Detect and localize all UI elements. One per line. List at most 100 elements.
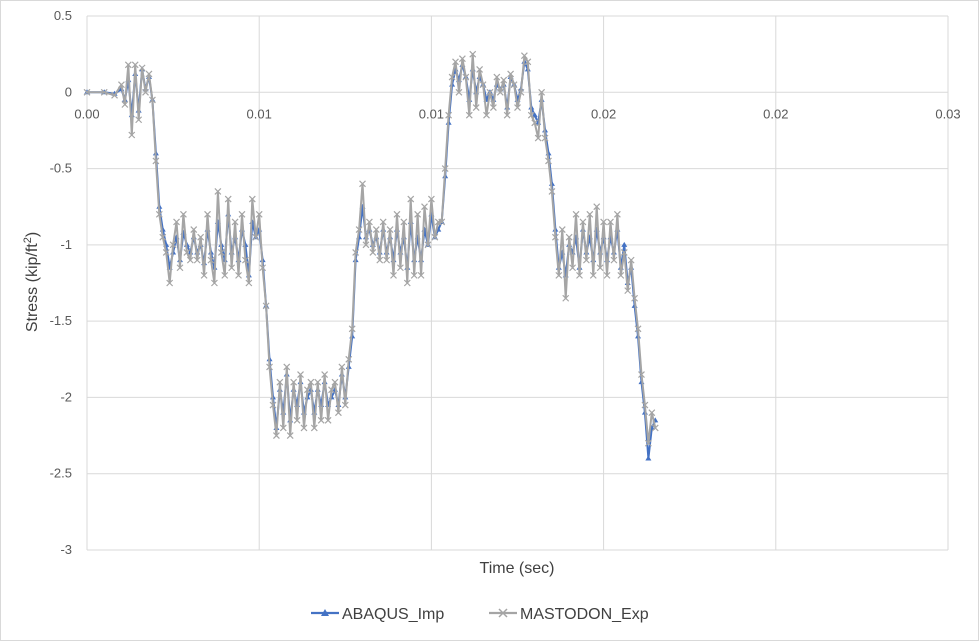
data-point: [603, 271, 611, 279]
data-point: [276, 378, 284, 386]
data-point: [241, 256, 249, 264]
legend-label-mastodon: MASTODON_Exp: [520, 606, 649, 623]
data-point: [372, 226, 380, 234]
data-point: [448, 73, 456, 81]
data-point: [645, 455, 652, 461]
data-point: [486, 88, 494, 96]
x-tick-label: 0.02: [591, 106, 616, 121]
data-point: [393, 210, 401, 218]
data-point: [124, 61, 132, 69]
y-tick-label: -1: [60, 237, 72, 252]
data-point: [155, 210, 163, 218]
data-point: [300, 424, 308, 432]
data-point: [238, 210, 246, 218]
data-point: [417, 271, 425, 279]
y-tick-label: 0.5: [54, 8, 72, 23]
data-point: [328, 386, 335, 394]
data-point: [193, 256, 201, 264]
data-point: [310, 424, 318, 432]
data-point: [379, 218, 387, 226]
y-axis-ticks: 0.5 0 -0.5 -1 -1.5 -2 -2.5 -3: [50, 8, 72, 557]
data-point: [293, 416, 301, 424]
series-mastodon_exp: [83, 50, 659, 447]
data-point: [600, 218, 608, 226]
data-point: [135, 116, 143, 124]
data-point: [414, 210, 422, 218]
data-point: [479, 81, 487, 89]
y-tick-label: -2: [60, 389, 72, 404]
data-point: [283, 363, 291, 371]
data-point: [586, 210, 594, 218]
data-point: [620, 249, 628, 256]
data-point: [524, 58, 532, 66]
data-point: [190, 226, 198, 234]
data-point: [214, 188, 222, 195]
data-point: [338, 363, 346, 371]
data-point: [469, 50, 477, 58]
data-point: [572, 210, 580, 218]
data-point: [403, 279, 411, 287]
data-point: [400, 218, 408, 226]
data-point: [83, 88, 91, 96]
data-point: [421, 203, 428, 211]
data-point: [493, 73, 501, 81]
data-point: [641, 401, 649, 409]
data-point: [634, 325, 642, 333]
legend-item-abaqus: ABAQUS_Imp: [311, 606, 444, 623]
data-point: [510, 81, 518, 89]
data-point: [472, 104, 480, 111]
data-point: [173, 218, 180, 226]
data-point: [621, 241, 628, 247]
data-point: [162, 249, 170, 256]
data-point: [152, 157, 160, 165]
data-point: [365, 218, 373, 226]
data-point: [483, 111, 490, 119]
x-tick-label: 0.01: [247, 106, 272, 121]
data-point: [207, 256, 215, 264]
data-point: [111, 91, 118, 99]
data-point: [100, 88, 108, 96]
data-point: [531, 119, 539, 127]
y-axis-title: Stress (kip/ft2): [22, 232, 41, 332]
data-point: [334, 409, 342, 417]
data-point: [297, 371, 304, 378]
data-point: [462, 73, 470, 81]
data-point: [269, 401, 277, 409]
data-point: [252, 233, 260, 241]
data-point: [131, 61, 139, 69]
data-point: [452, 58, 459, 66]
data-point: [644, 439, 652, 447]
data-point: [180, 210, 187, 218]
data-point: [183, 249, 191, 256]
legend-marker-abaqus: [321, 609, 329, 616]
data-point: [266, 363, 273, 371]
data-point: [569, 264, 577, 272]
data-point: [596, 264, 604, 272]
data-point: [169, 241, 177, 249]
data-point: [228, 264, 236, 272]
data-point: [217, 249, 225, 256]
data-point: [200, 271, 208, 279]
data-point: [548, 188, 556, 195]
data-point: [245, 279, 253, 287]
data-point: [121, 101, 129, 108]
data-point: [142, 88, 149, 96]
x-tick-label: 0.01: [419, 106, 444, 121]
data-point: [476, 65, 484, 73]
data-point: [231, 218, 239, 226]
x-axis-ticks: 0.00 0.01 0.01 0.02 0.02 0.03: [74, 106, 960, 121]
data-point: [341, 401, 349, 409]
data-point: [221, 271, 229, 279]
data-point: [303, 386, 311, 394]
data-point: [279, 424, 287, 432]
x-tick-label: 0.02: [763, 106, 788, 121]
y-axis-title-main: Stress (kip/ft: [24, 243, 41, 332]
x-tick-label: 0.00: [74, 106, 99, 121]
data-point: [427, 195, 435, 203]
data-point: [138, 64, 146, 72]
data-point: [613, 210, 621, 218]
data-point: [176, 264, 184, 272]
data-point: [565, 233, 573, 241]
data-point: [149, 96, 156, 104]
